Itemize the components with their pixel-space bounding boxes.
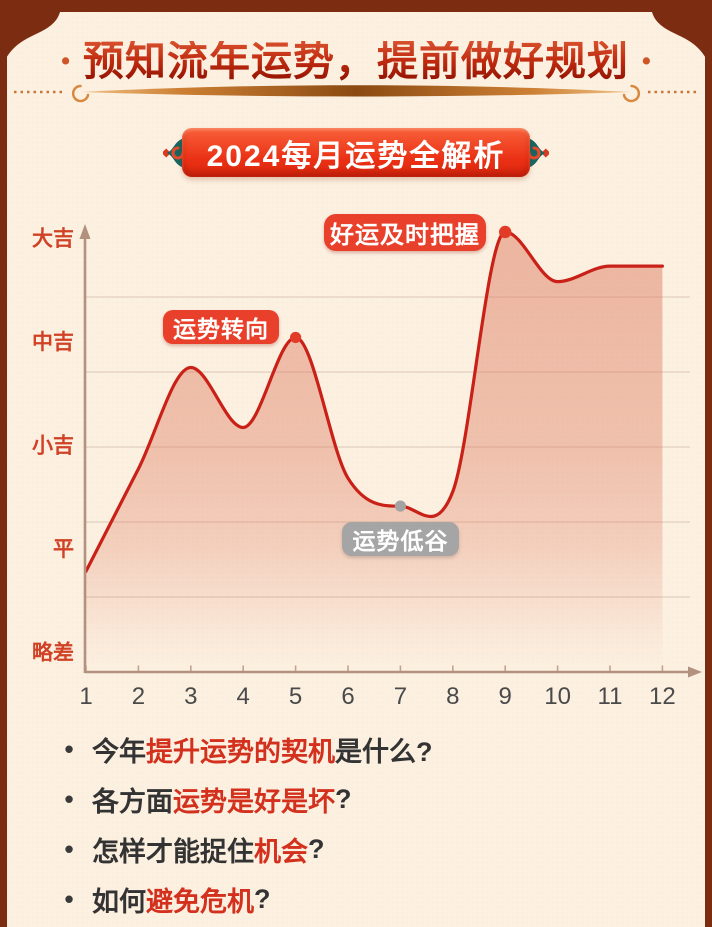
section-badge[interactable]: 2024每月运势全解析 (181, 128, 531, 177)
x-axis-label: 3 (184, 683, 197, 710)
question-highlight: 机会 (254, 836, 308, 867)
title-dot-left-icon: • (61, 47, 70, 75)
x-axis-label: 9 (499, 683, 512, 710)
x-axis-label: 1 (79, 683, 92, 710)
top-frame-border (0, 0, 712, 74)
data-point-dot (290, 331, 302, 344)
annotation-badge-low-point: 运势低谷 (342, 522, 459, 556)
bullet-icon: • (64, 883, 74, 914)
x-axis-arrow-icon (688, 666, 702, 678)
data-point-dot (499, 225, 512, 239)
y-axis-arrow-icon (79, 224, 91, 239)
question-highlight: 避免危机 (146, 886, 254, 917)
y-axis-label: 中吉 (32, 331, 74, 354)
page-title: 预知流年运势，提前做好规划 (83, 38, 629, 84)
y-axis-label: 平 (53, 538, 74, 561)
question-text: ? (335, 783, 352, 814)
x-axis-label: 7 (394, 683, 407, 710)
area-fill (86, 231, 663, 666)
list-item: • 如何 避免危机? (58, 874, 433, 924)
question-text: ? (254, 883, 271, 914)
title-dot-right-icon: • (642, 47, 651, 75)
section-badge-row: 2024每月运势全解析 (0, 128, 712, 177)
question-text: ? (308, 833, 325, 864)
x-axis-label: 10 (544, 683, 571, 710)
y-axis-label: 大吉 (32, 228, 74, 251)
cloud-ornament-right-icon (525, 136, 550, 169)
x-axis-label: 4 (237, 683, 250, 710)
question-highlight: 提升运势的契机 (146, 736, 335, 767)
question-text: 如何 (92, 886, 146, 917)
question-text: 怎样才能捉住 (92, 836, 254, 867)
bullet-icon: • (64, 833, 74, 864)
annotation-badge-good-luck: 好运及时把握 (324, 214, 486, 251)
x-axis-label: 8 (446, 683, 459, 710)
x-axis-label: 5 (289, 683, 302, 710)
right-border (705, 10, 712, 927)
x-axis-label: 12 (649, 683, 676, 710)
y-axis-label: 小吉 (32, 435, 74, 458)
left-border (0, 10, 7, 927)
page-title-row: • 预知流年运势，提前做好规划 • (0, 41, 712, 82)
data-point-dot (394, 500, 406, 512)
question-highlight: 运势是好是坏 (173, 786, 335, 817)
annotation-badge-turning-point: 运势转向 (163, 310, 279, 344)
ornamental-divider (14, 84, 698, 103)
list-item: • 今年 提升运势的契机 是什么? (58, 724, 433, 774)
list-item: • 怎样才能捉住 机会? (58, 824, 433, 874)
question-text: 今年 (92, 736, 146, 767)
x-axis-label: 2 (132, 683, 145, 710)
x-axis-label: 11 (598, 683, 623, 710)
bullet-icon: • (64, 783, 74, 814)
question-text: 是什么? (335, 736, 433, 767)
x-axis-label: 6 (341, 683, 354, 710)
list-item: • 各方面 运势是好是坏? (58, 774, 433, 824)
y-axis-label: 略差 (32, 641, 74, 665)
question-list: • 今年 提升运势的契机 是什么? • 各方面 运势是好是坏? • 怎样才能捉住 机会?… (58, 724, 433, 924)
fortune-line (84, 230, 664, 573)
question-text: 各方面 (92, 786, 173, 817)
bullet-icon: • (64, 733, 74, 764)
